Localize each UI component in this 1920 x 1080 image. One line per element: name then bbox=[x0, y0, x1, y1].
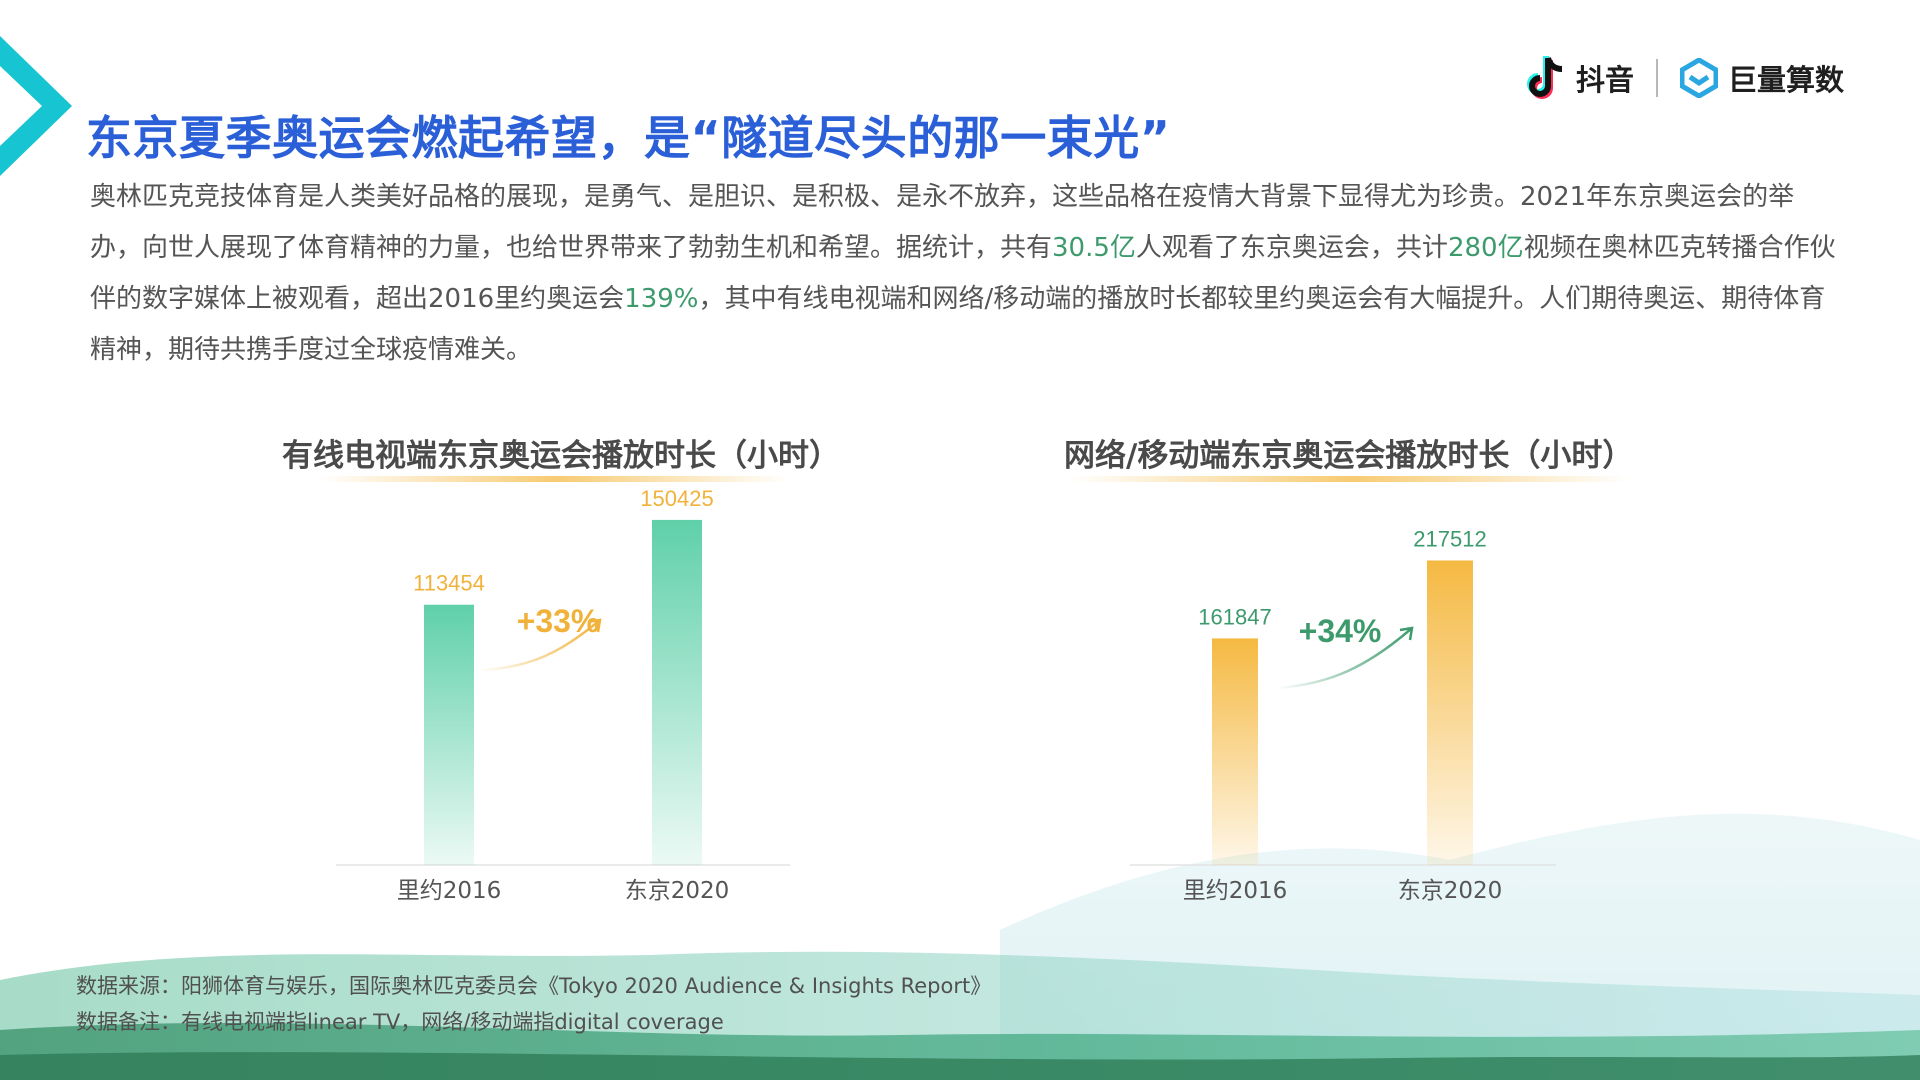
bar bbox=[652, 519, 702, 865]
juliang-diamond-icon bbox=[1679, 58, 1718, 98]
chart-title: 有线电视端东京奥运会播放时长（小时） bbox=[282, 438, 840, 474]
bar-chart: 161847 里约2016 217512 东京2020 +34% bbox=[1130, 526, 1556, 904]
brand-logos: 抖音 巨量算数 bbox=[1526, 56, 1844, 100]
chart-title-underline bbox=[1070, 476, 1630, 482]
chart-linear-tv: 有线电视端东京奥运会播放时长（小时） 113454 里约2016 150425 东京2… bbox=[282, 420, 860, 930]
growth-arrow-head bbox=[587, 618, 602, 633]
footnotes: 数据来源：阳狮体育与娱乐，国际奥林匹克委员会《Tokyo 2020 Audien… bbox=[76, 968, 991, 1040]
growth-arrow bbox=[1277, 627, 1413, 690]
x-tick-label: 东京2020 bbox=[1398, 878, 1503, 904]
bar bbox=[424, 604, 474, 865]
x-tick-label: 里约2016 bbox=[397, 878, 502, 904]
data-label: 150425 bbox=[640, 486, 713, 511]
intro-text-2: 人观看了东京奥运会，共计 bbox=[1135, 233, 1448, 263]
data-note: 数据备注：有线电视端指linear TV，网络/移动端指digital cove… bbox=[76, 1010, 724, 1034]
x-tick-label: 东京2020 bbox=[625, 878, 730, 904]
intro-text-1: 奥林匹克竞技体育是人类美好品格的展现，是勇气、是胆识、是积极、是永不放弃，这些品… bbox=[90, 182, 1795, 263]
growth-label: +33% bbox=[517, 603, 600, 639]
data-source: 数据来源：阳狮体育与娱乐，国际奥林匹克委员会《Tokyo 2020 Audien… bbox=[76, 974, 992, 998]
bar-chart: 113454 里约2016 150425 东京2020 +33% bbox=[336, 486, 790, 904]
bar bbox=[1212, 638, 1258, 865]
bar bbox=[1427, 560, 1473, 865]
corner-arrow-decoration bbox=[0, 36, 72, 176]
growth-label: +34% bbox=[1299, 613, 1382, 649]
intro-paragraph: 奥林匹克竞技体育是人类美好品格的展现，是勇气、是胆识、是积极、是永不放弃，这些品… bbox=[90, 172, 1836, 376]
juliang-logo: 巨量算数 bbox=[1679, 57, 1844, 99]
growth-arrow-head bbox=[1399, 626, 1414, 641]
douyin-logo: 抖音 bbox=[1526, 56, 1634, 100]
videos-highlight: 280亿 bbox=[1447, 233, 1524, 263]
chart-digital: 网络/移动端东京奥运会播放时长（小时） 161847 里约2016 217512 东京… bbox=[1064, 420, 1680, 930]
data-label: 217512 bbox=[1413, 526, 1486, 551]
growth-arrow bbox=[479, 619, 601, 672]
juliang-label: 巨量算数 bbox=[1727, 63, 1844, 97]
viewers-highlight: 30.5亿 bbox=[1052, 233, 1136, 263]
growth-highlight: 139% bbox=[624, 284, 699, 314]
chart-title-underline bbox=[320, 476, 790, 482]
logo-divider bbox=[1655, 59, 1658, 97]
douyin-label: 抖音 bbox=[1575, 63, 1634, 97]
page-title: 东京夏季奥运会燃起希望，是“隧道尽头的那一束光” bbox=[86, 111, 1171, 165]
intro-text-4: ，其中有线电视端和网络/移动端的播放时长都较里约奥运会有大幅提升。人们期待奥运、… bbox=[90, 284, 1826, 365]
chart-title: 网络/移动端东京奥运会播放时长（小时） bbox=[1064, 438, 1634, 474]
data-label: 161847 bbox=[1198, 604, 1271, 629]
douyin-note-icon bbox=[1527, 56, 1563, 99]
data-label: 113454 bbox=[413, 571, 485, 596]
intro-text-3: 视频在奥林匹克转播合作伙伴的数字媒体上被观看，超出2016里约奥运会 bbox=[90, 233, 1836, 314]
x-tick-label: 里约2016 bbox=[1183, 878, 1288, 904]
